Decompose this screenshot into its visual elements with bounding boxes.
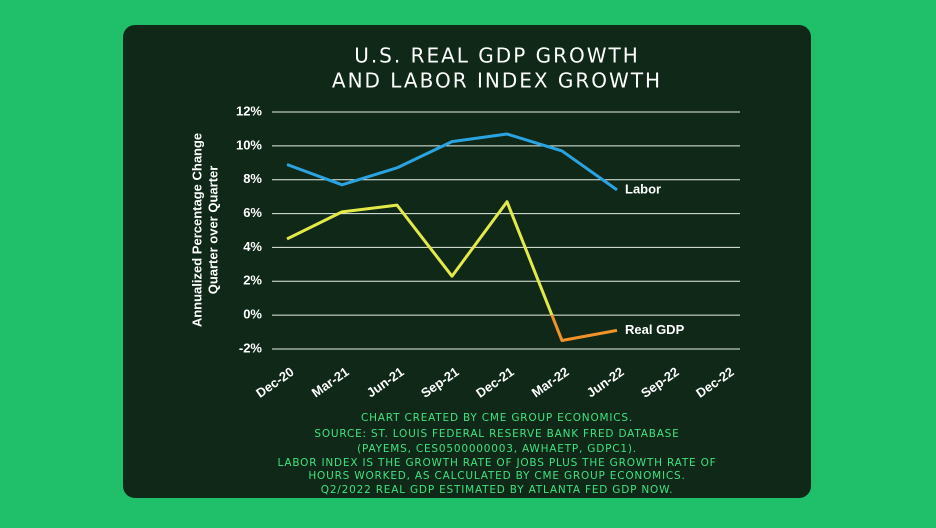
chart-title: AND LABOR INDEX GROWTH: [332, 69, 662, 93]
series-label: Labor: [625, 181, 661, 196]
y-axis-title: Quarter over Quarter: [205, 166, 220, 295]
y-tick-label: 2%: [243, 273, 262, 288]
y-tick-label: 8%: [243, 171, 262, 186]
footnote: SOURCE: ST. LOUIS FEDERAL RESERVE BANK F…: [314, 428, 679, 440]
chart-title: U.S. REAL GDP GROWTH: [354, 44, 640, 68]
y-tick-label: 4%: [243, 239, 262, 254]
y-tick-label: 0%: [243, 307, 262, 322]
footnote: Q2/2022 REAL GDP ESTIMATED BY ATLANTA FE…: [321, 484, 673, 496]
y-tick-label: 12%: [236, 103, 262, 118]
footnote: CHART CREATED BY CME GROUP ECONOMICS.: [361, 412, 633, 424]
footnote: (PAYEMS, CES0500000003, AWHAETP, GDPC1).: [357, 443, 637, 455]
panel: [123, 25, 811, 498]
footnote: HOURS WORKED, AS CALCULATED BY CME GROUP…: [308, 470, 685, 482]
y-tick-label: 6%: [243, 205, 262, 220]
footnote: LABOR INDEX IS THE GROWTH RATE OF JOBS P…: [277, 457, 716, 469]
y-tick-label: -2%: [239, 340, 263, 355]
data-line: [286, 132, 618, 192]
data-line: [286, 200, 618, 343]
y-axis-title: Annualized Percentage Change: [189, 133, 204, 327]
series-label: Real GDP: [625, 322, 685, 337]
y-tick-label: 10%: [236, 137, 262, 152]
